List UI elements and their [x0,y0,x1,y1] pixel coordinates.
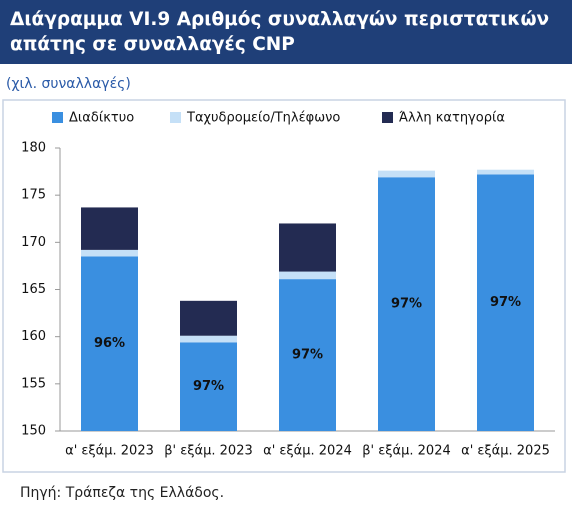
y-tick-label: 180 [21,141,46,156]
share-label: 97% [193,379,224,394]
share-label: 96% [94,336,125,351]
share-label: 97% [292,348,323,363]
bar-segment [279,271,336,280]
y-tick-label: 165 [21,282,46,297]
y-tick-label: 150 [21,424,46,439]
legend-label: Ταχυδρομείο/Τηλέφωνο [186,111,340,126]
bar-segment [180,300,237,336]
chart-title: Διάγραμμα VI.9 Αριθμός συναλλαγών περιστ… [0,0,572,64]
source: Πηγή: Τράπεζα της Ελλάδος. [20,485,225,501]
legend-swatch [170,112,181,123]
y-tick-label: 175 [21,188,46,203]
bar-segment [81,207,138,250]
y-tick-label: 170 [21,235,46,250]
unit-label: (χιλ. συναλλαγές) [6,76,131,92]
chart: 150 155 160 165 170 175 180 Διαδίκτυο Ταχυδρομεί… [2,99,566,473]
share-label: 97% [490,295,521,310]
x-tick-label: α' εξάμ. 2025 [461,444,550,459]
x-tick-label: α' εξάμ. 2024 [263,444,352,459]
legend-swatch [382,112,393,123]
bar-segment [180,342,237,431]
y-tick-label: 155 [21,376,46,391]
legend-label: Άλλη κατηγορία [399,111,505,126]
bar-segment [378,177,435,431]
legend-swatch [52,112,63,123]
share-label: 97% [391,297,422,312]
bar-segment [477,174,534,431]
bar-segment [279,223,336,272]
bar-segment [279,279,336,431]
bar-segment [378,170,435,178]
bar-segment [180,335,237,343]
bar-segment [81,249,138,257]
x-tick-label: β' εξάμ. 2024 [362,444,450,459]
x-tick-label: α' εξάμ. 2023 [65,444,154,459]
legend-label: Διαδίκτυο [69,111,134,126]
bar-segment [477,169,534,175]
y-tick-label: 160 [21,329,46,344]
bar-segment [81,256,138,431]
x-tick-label: β' εξάμ. 2023 [164,444,252,459]
